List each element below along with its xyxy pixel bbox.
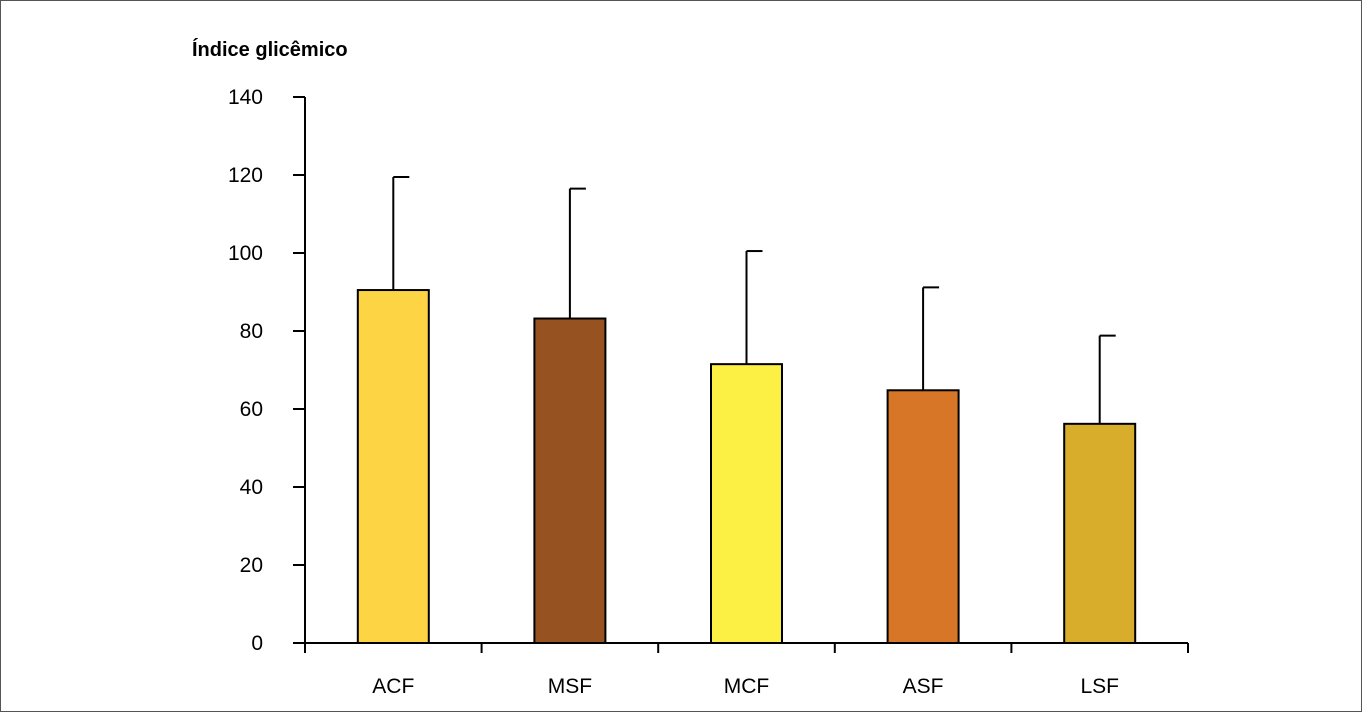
bars: [356, 289, 1137, 644]
y-tick-label: 0: [251, 632, 263, 655]
y-tick-label: 100: [228, 242, 263, 265]
x-tick-label-msf: MSF: [548, 675, 592, 698]
x-ticks: ACF MSF MCF ASF LSF: [304, 643, 1189, 698]
y-tick-label: 20: [240, 554, 263, 577]
y-tick-label: 40: [240, 476, 263, 499]
y-axis-title: Índice glicêmico: [192, 38, 348, 61]
bar-mcf: [710, 363, 783, 644]
bar-lsf: [1063, 422, 1137, 644]
y-tick-label: 60: [240, 398, 263, 421]
x-tick-label-asf: ASF: [903, 675, 944, 698]
bar-acf: [356, 289, 430, 644]
bar-msf: [533, 317, 607, 644]
y-tick-label: 140: [228, 86, 263, 109]
y-ticks: 0 20 40 60 80 100 120 140: [228, 86, 305, 655]
error-bars: [392, 175, 1116, 424]
y-tick-label: 120: [228, 164, 263, 187]
x-tick-label-acf: ACF: [372, 675, 414, 698]
bar-asf: [886, 389, 960, 644]
x-tick-label-lsf: LSF: [1080, 675, 1119, 698]
x-tick-label-mcf: MCF: [724, 675, 770, 698]
y-tick-label: 80: [240, 320, 263, 343]
